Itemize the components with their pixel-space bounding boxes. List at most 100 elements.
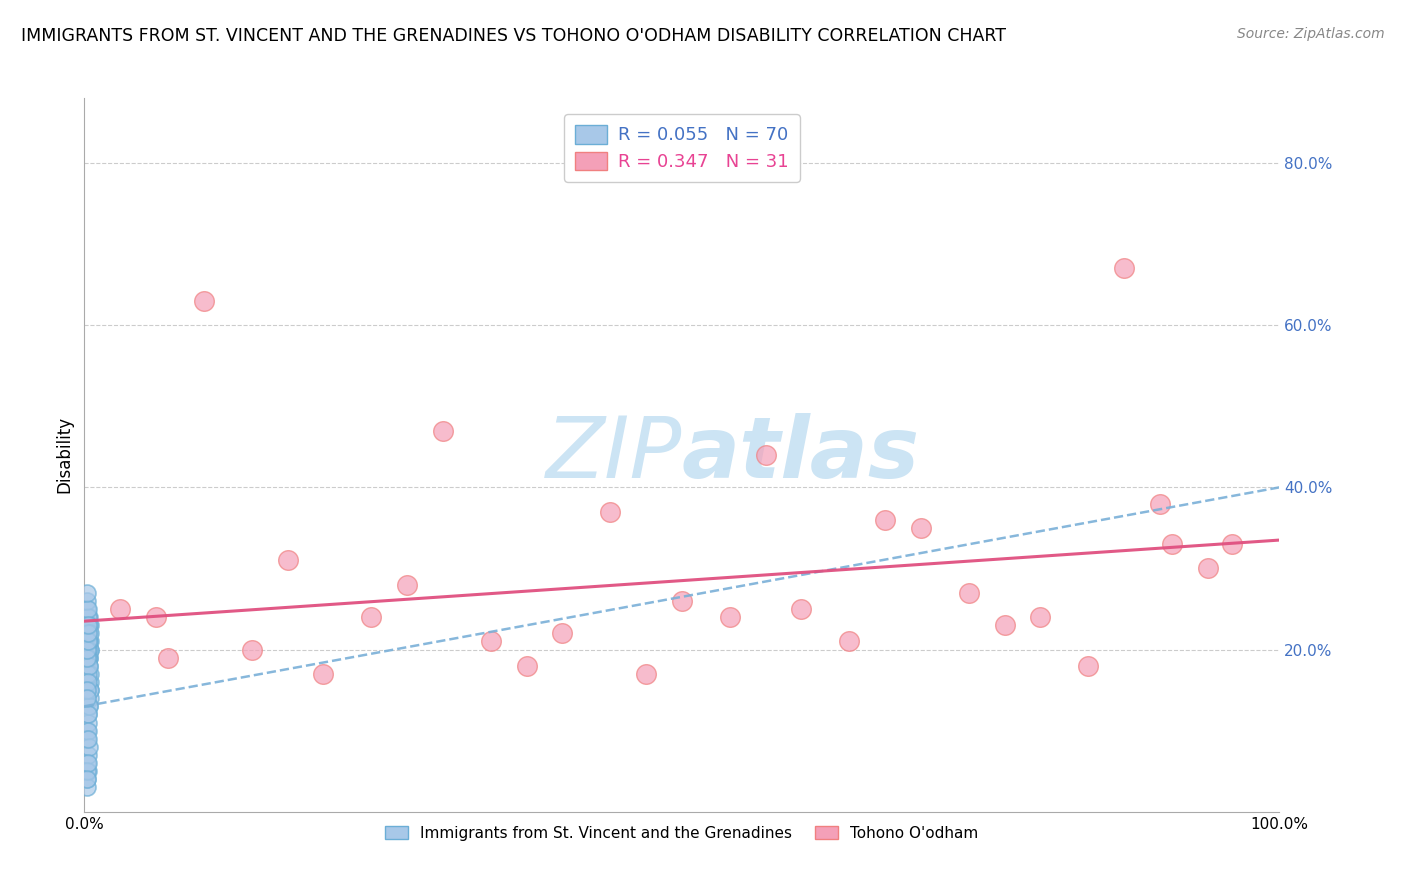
- Point: [76, 772, 98, 787]
- Point: [479, 634, 502, 648]
- Point: [1077, 658, 1099, 673]
- Point: [77, 650, 100, 665]
- Point: [875, 513, 897, 527]
- Point: [77, 699, 100, 714]
- Point: [76, 772, 98, 787]
- Point: [79, 675, 101, 690]
- Point: [76, 586, 98, 600]
- Point: [76, 666, 98, 681]
- Point: [77, 610, 100, 624]
- Point: [77, 650, 100, 665]
- Point: [77, 747, 100, 762]
- Point: [77, 626, 100, 640]
- Point: [76, 780, 98, 795]
- Point: [77, 634, 100, 648]
- Point: [599, 505, 621, 519]
- Point: [957, 586, 980, 600]
- Point: [312, 666, 335, 681]
- Y-axis label: Disability: Disability: [55, 417, 73, 493]
- Point: [76, 675, 98, 690]
- Point: [77, 650, 100, 665]
- Point: [77, 642, 100, 657]
- Point: [76, 756, 98, 770]
- Point: [79, 642, 101, 657]
- Point: [432, 424, 454, 438]
- Point: [79, 634, 101, 648]
- Point: [77, 731, 100, 746]
- Point: [77, 618, 100, 632]
- Point: [77, 658, 100, 673]
- Point: [76, 602, 98, 616]
- Text: ZIP: ZIP: [546, 413, 682, 497]
- Point: [77, 707, 100, 722]
- Point: [77, 756, 100, 770]
- Point: [157, 650, 180, 665]
- Point: [76, 683, 98, 698]
- Point: [994, 618, 1017, 632]
- Point: [77, 618, 100, 632]
- Point: [77, 666, 100, 681]
- Point: [79, 626, 101, 640]
- Point: [77, 650, 100, 665]
- Point: [755, 448, 778, 462]
- Point: [77, 739, 100, 754]
- Point: [1114, 261, 1136, 276]
- Point: [193, 293, 215, 308]
- Point: [79, 691, 101, 706]
- Point: [76, 691, 98, 706]
- Point: [76, 618, 98, 632]
- Point: [77, 602, 100, 616]
- Point: [551, 626, 574, 640]
- Point: [77, 626, 100, 640]
- Point: [76, 666, 98, 681]
- Point: [79, 642, 101, 657]
- Point: [76, 650, 98, 665]
- Point: [77, 658, 100, 673]
- Point: [76, 658, 98, 673]
- Point: [77, 610, 100, 624]
- Point: [1149, 497, 1171, 511]
- Point: [1029, 610, 1052, 624]
- Point: [77, 626, 100, 640]
- Point: [77, 610, 100, 624]
- Point: [77, 634, 100, 648]
- Point: [1197, 561, 1219, 575]
- Point: [77, 642, 100, 657]
- Point: [76, 764, 98, 779]
- Point: [77, 634, 100, 648]
- Point: [77, 675, 100, 690]
- Point: [671, 594, 693, 608]
- Point: [277, 553, 299, 567]
- Point: [1161, 537, 1184, 551]
- Point: [1220, 537, 1243, 551]
- Point: [77, 707, 100, 722]
- Point: [360, 610, 382, 624]
- Point: [240, 642, 263, 657]
- Point: [145, 610, 167, 624]
- Point: [838, 634, 860, 648]
- Point: [718, 610, 741, 624]
- Point: [77, 764, 100, 779]
- Point: [77, 723, 100, 738]
- Point: [77, 699, 100, 714]
- Point: [76, 723, 98, 738]
- Point: [396, 577, 419, 591]
- Point: [79, 683, 101, 698]
- Point: [79, 683, 101, 698]
- Point: [76, 626, 98, 640]
- Text: Source: ZipAtlas.com: Source: ZipAtlas.com: [1237, 27, 1385, 41]
- Point: [79, 666, 101, 681]
- Point: [77, 683, 100, 698]
- Point: [77, 634, 100, 648]
- Point: [77, 658, 100, 673]
- Point: [636, 666, 658, 681]
- Point: [76, 731, 98, 746]
- Point: [76, 594, 98, 608]
- Text: atlas: atlas: [682, 413, 920, 497]
- Point: [76, 666, 98, 681]
- Point: [77, 642, 100, 657]
- Point: [76, 691, 98, 706]
- Point: [516, 658, 538, 673]
- Point: [77, 626, 100, 640]
- Point: [910, 521, 932, 535]
